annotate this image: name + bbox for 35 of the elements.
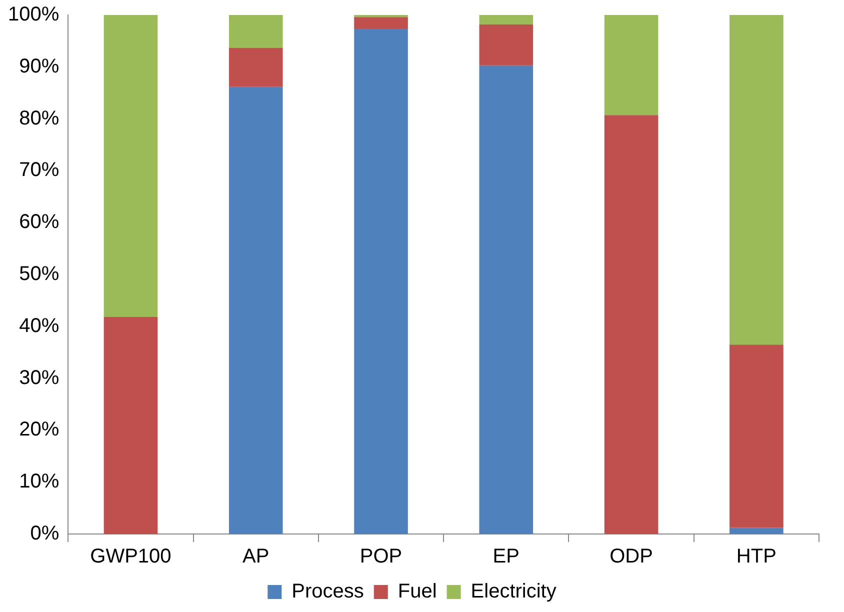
x-tick-label: EP [492, 546, 520, 568]
bar [104, 317, 158, 534]
bar [730, 344, 784, 528]
x-tick-label: HTP [736, 546, 776, 568]
bar [479, 65, 534, 534]
bar [604, 115, 658, 534]
x-tick-label: AP [242, 546, 270, 568]
bar [228, 86, 283, 534]
bar [228, 15, 283, 48]
y-tick-label: 10% [19, 470, 60, 493]
bar [354, 28, 408, 534]
bar [228, 48, 283, 87]
legend-label: Fuel [398, 580, 437, 603]
y-tick-label: 60% [19, 211, 60, 234]
bar [104, 15, 158, 318]
legend-label: Electricity [470, 580, 556, 603]
y-tick-label: 80% [19, 107, 60, 130]
bar [730, 15, 784, 345]
bar [354, 17, 408, 28]
bar [479, 24, 534, 66]
bar [730, 528, 784, 534]
bar [604, 15, 658, 116]
y-tick-label: 20% [19, 418, 60, 441]
x-tick-label: POP [360, 546, 402, 568]
y-tick-label: 30% [19, 366, 60, 389]
y-tick-label: 90% [19, 55, 60, 78]
legend-label: Process [292, 580, 364, 603]
bar [479, 15, 534, 24]
x-tick-label: ODP [610, 546, 653, 568]
y-tick-label: 40% [19, 314, 60, 337]
y-tick-label: 70% [19, 159, 60, 182]
y-tick-label: 50% [19, 263, 60, 286]
y-tick-label: 0% [30, 522, 60, 545]
y-tick-label: 100% [8, 4, 60, 26]
x-tick-label: GWP100 [90, 546, 172, 568]
